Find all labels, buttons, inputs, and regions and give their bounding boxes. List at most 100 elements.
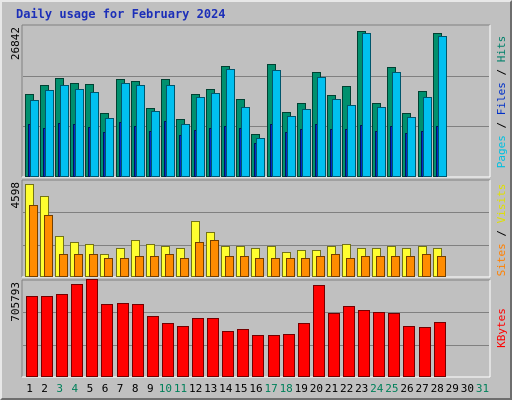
bar-kbytes-day-24 <box>373 312 385 377</box>
day-label-28: 28 <box>431 382 444 395</box>
bar-kbytes-day-18 <box>283 334 295 377</box>
bar-kbytes-day-20 <box>313 285 325 377</box>
bar-sites-day-16 <box>255 258 264 277</box>
bar-sites-day-15 <box>240 256 249 277</box>
legend-label-part: / <box>495 62 508 82</box>
legend-label-kbytes: KBytes <box>495 308 508 348</box>
bar-kbytes-day-23 <box>358 310 370 377</box>
bar-pages-day-6 <box>105 118 114 177</box>
day-label-24: 24 <box>370 382 384 395</box>
day-label-4: 4 <box>71 382 78 395</box>
bar-kbytes-day-13 <box>207 318 219 377</box>
legend-label-part: Visits <box>495 184 508 224</box>
bar-pages-day-4 <box>75 89 84 177</box>
max-label-hits-files-pages: 26842 <box>9 27 22 60</box>
day-label-11: 11 <box>174 382 187 395</box>
bar-pages-day-18 <box>287 116 296 177</box>
bar-sites-day-18 <box>286 258 295 277</box>
bar-sites-day-11 <box>180 258 189 277</box>
bar-sites-day-1 <box>29 205 38 277</box>
day-label-21: 21 <box>325 382 338 395</box>
bar-pages-day-5 <box>90 92 99 177</box>
bar-sites-day-10 <box>165 254 174 277</box>
bar-pages-day-13 <box>211 93 220 177</box>
bar-kbytes-day-1 <box>26 296 38 377</box>
bar-sites-day-4 <box>74 254 83 277</box>
bar-pages-day-25 <box>392 72 401 177</box>
bar-sites-day-19 <box>301 258 310 277</box>
bar-kbytes-day-19 <box>298 323 310 377</box>
bar-pages-day-24 <box>377 107 386 177</box>
bar-sites-day-21 <box>331 254 340 277</box>
bar-kbytes-day-26 <box>403 326 415 377</box>
legend-label-part: Files <box>495 82 508 115</box>
day-label-14: 14 <box>219 382 233 395</box>
day-label-1: 1 <box>26 382 33 395</box>
day-label-29: 29 <box>446 382 459 395</box>
bar-sites-day-26 <box>406 256 415 277</box>
day-label-27: 27 <box>415 382 428 395</box>
bar-kbytes-day-8 <box>132 304 144 377</box>
bar-kbytes-day-7 <box>117 303 129 377</box>
bar-sites-day-13 <box>210 240 219 277</box>
bar-pages-day-3 <box>60 85 69 177</box>
bar-kbytes-day-9 <box>147 316 159 377</box>
day-label-31: 31 <box>476 382 489 395</box>
bar-pages-day-28 <box>438 36 447 177</box>
bar-kbytes-day-16 <box>252 335 264 377</box>
day-label-18: 18 <box>280 382 293 395</box>
day-label-22: 22 <box>340 382 353 395</box>
bar-sites-day-3 <box>59 254 68 277</box>
max-label-visits-sites: 4598 <box>9 182 22 209</box>
legend-label-visits-sites: Sites / Visits <box>495 184 508 277</box>
day-label-15: 15 <box>234 382 247 395</box>
day-label-19: 19 <box>295 382 308 395</box>
bar-sites-day-23 <box>361 256 370 277</box>
day-label-13: 13 <box>204 382 217 395</box>
legend-label-hits-files-pages: Pages / Files / Hits <box>495 36 508 169</box>
bar-pages-day-16 <box>256 138 265 177</box>
bar-sites-day-22 <box>346 258 355 277</box>
bar-kbytes-day-3 <box>56 294 68 377</box>
bar-pages-day-23 <box>362 33 371 177</box>
legend-label-part: / <box>495 223 508 243</box>
bar-kbytes-day-12 <box>192 318 204 377</box>
bar-kbytes-day-4 <box>71 284 83 377</box>
bar-kbytes-day-6 <box>101 304 113 377</box>
bar-sites-day-9 <box>150 256 159 277</box>
bar-kbytes-day-14 <box>222 331 234 377</box>
bar-kbytes-day-15 <box>237 329 249 377</box>
legend-label-part: Hits <box>495 36 508 63</box>
bar-pages-day-17 <box>272 70 281 177</box>
legend-label-part: Pages <box>495 135 508 168</box>
legend-label-part: / <box>495 115 508 135</box>
day-label-20: 20 <box>310 382 323 395</box>
bar-sites-day-5 <box>89 254 98 277</box>
day-label-5: 5 <box>87 382 94 395</box>
bar-kbytes-day-5 <box>86 279 98 377</box>
day-label-12: 12 <box>189 382 202 395</box>
bar-kbytes-day-21 <box>328 313 340 377</box>
day-label-25: 25 <box>385 382 398 395</box>
max-label-kbytes: 705793 <box>9 282 22 322</box>
bar-pages-day-27 <box>423 97 432 177</box>
bar-kbytes-day-2 <box>41 296 53 377</box>
day-label-23: 23 <box>355 382 368 395</box>
legend-label-part: KBytes <box>495 308 508 348</box>
day-label-6: 6 <box>102 382 109 395</box>
bar-pages-day-22 <box>347 105 356 177</box>
bar-kbytes-day-27 <box>419 327 431 377</box>
bar-pages-day-2 <box>45 90 54 177</box>
bar-sites-day-6 <box>104 258 113 277</box>
bar-sites-day-24 <box>376 256 385 277</box>
bar-sites-day-20 <box>316 256 325 277</box>
day-label-16: 16 <box>249 382 262 395</box>
chart-title: Daily usage for February 2024 <box>16 7 226 21</box>
bar-pages-day-20 <box>317 77 326 177</box>
bar-sites-day-14 <box>225 256 234 277</box>
bar-pages-day-11 <box>181 124 190 177</box>
bar-pages-day-7 <box>121 83 130 177</box>
bar-kbytes-day-28 <box>434 322 446 377</box>
bar-kbytes-day-22 <box>343 306 355 377</box>
